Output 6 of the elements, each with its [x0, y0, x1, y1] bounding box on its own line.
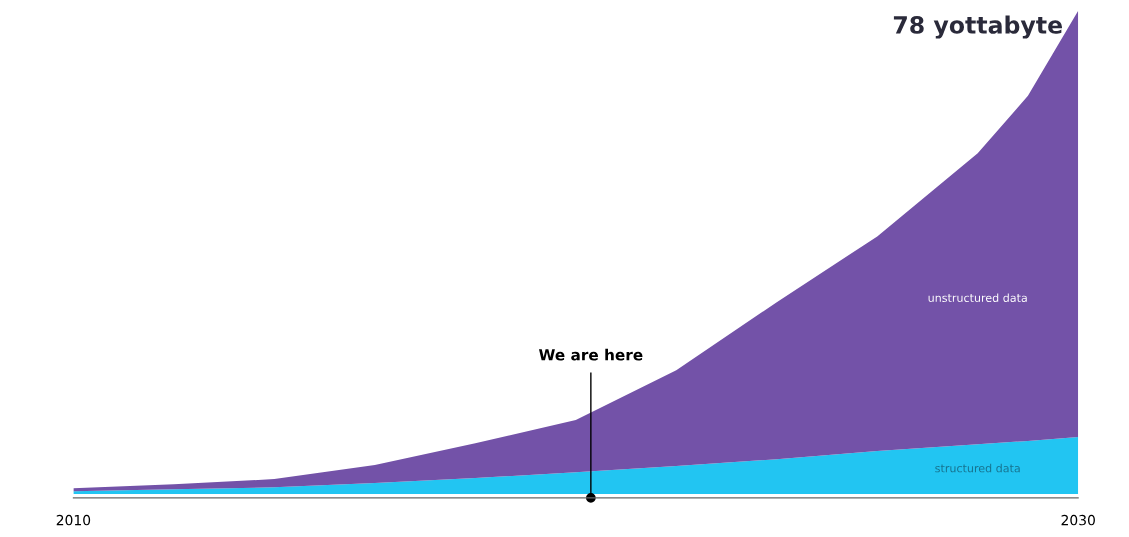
- x-tick-label: 2010: [56, 514, 91, 526]
- series-label: unstructured data: [928, 293, 1027, 303]
- x-tick-label: 2030: [1061, 514, 1095, 526]
- series-label: structured data: [935, 463, 1020, 473]
- annotation: 78 yottabyte: [893, 15, 1062, 39]
- ref-line-label: We are here: [539, 348, 643, 361]
